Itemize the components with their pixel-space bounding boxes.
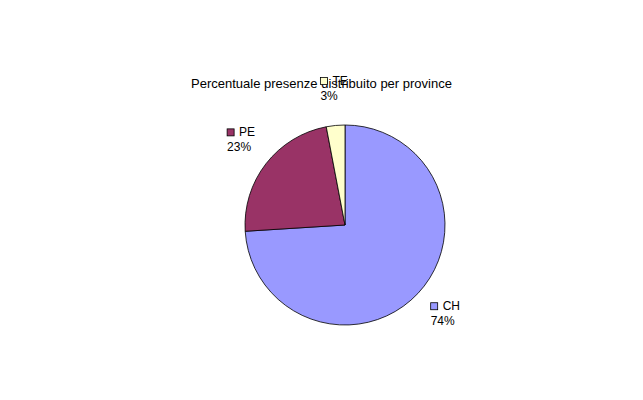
svg-text:3%: 3%	[320, 89, 338, 103]
svg-text:23%: 23%	[227, 140, 251, 154]
svg-text:CH: CH	[443, 299, 460, 313]
svg-text:PE: PE	[239, 125, 255, 139]
svg-text:74%: 74%	[431, 314, 455, 328]
svg-text:TE: TE	[332, 74, 347, 88]
